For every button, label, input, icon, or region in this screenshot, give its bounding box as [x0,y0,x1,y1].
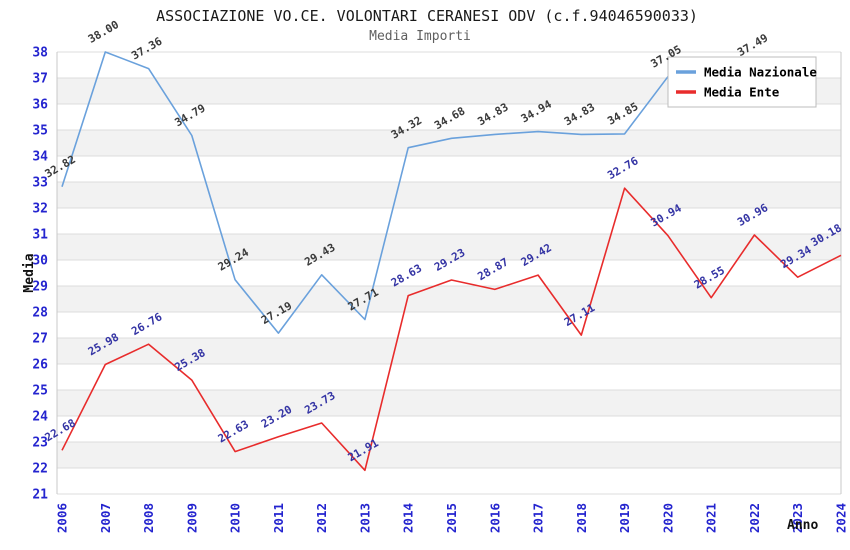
point-label-media-nazionale: 37.49 [735,31,770,59]
point-label-media-nazionale: 34.83 [475,100,510,128]
legend-label-ente: Media Ente [704,85,780,100]
y-tick-label: 34 [32,150,48,165]
x-tick-label: 2016 [487,503,502,533]
x-tick-label: 2009 [184,503,199,533]
y-tick-label: 23 [32,436,48,451]
plot-band [57,286,841,312]
legend-box [667,56,817,108]
legend-item-media-ente[interactable]: Media Ente [676,85,780,100]
y-tick-label: 21 [32,488,48,503]
x-tick-label: 2014 [401,503,416,533]
plot-bands [57,78,841,468]
plot-band [57,182,841,208]
y-axis-title: Media [22,253,37,292]
line-media-nazionale [61,51,755,334]
x-tick-label: 2007 [98,503,113,533]
point-label-media-nazionale: 34.83 [562,100,597,128]
y-axis-tick-labels: 21 22 23 24 25 26 27 28 29 30 31 32 33 34 35 36 37 38 [32,46,48,503]
y-tick-label: 31 [32,228,48,243]
plot-band [57,338,841,364]
point-label-media-nazionale: 38.00 [86,18,121,46]
y-tick-label: 24 [32,410,48,425]
point-label-media-nazionale: 34.79 [172,102,207,130]
x-tick-label: 2022 [747,503,762,533]
y-tick-label: 36 [32,98,48,113]
x-tick-label: 2010 [228,503,243,533]
x-tick-label: 2024 [834,503,849,533]
legend-label-nazionale: Media Nazionale [704,65,817,80]
legend: Media Nazionale Media Ente [667,56,817,108]
y-tick-label: 32 [32,202,48,217]
x-axis-tick-labels: 2006 2007 2008 2009 2010 2011 2012 2013 2014 2015… [55,503,849,533]
y-tick-label: 38 [32,46,48,61]
y-tick-label: 27 [32,332,48,347]
y-tick-label: 29 [32,280,48,295]
line-media-ente [61,187,842,472]
point-label-media-ente: 26.76 [129,310,165,338]
point-label-media-nazionale: 34.68 [432,104,467,132]
x-tick-label: 2018 [574,503,589,533]
x-tick-label: 2023 [790,503,805,533]
x-tick-label: 2019 [617,503,632,533]
point-label-media-nazionale: 37.36 [129,35,165,63]
series-lines [61,51,842,472]
x-tick-label: 2012 [314,503,329,533]
plot-band [57,130,841,156]
chart-title: ASSOCIAZIONE VO.CE. VOLONTARI CERANESI O… [156,7,698,25]
x-tick-label: 2006 [55,503,70,533]
plot-border [56,52,842,494]
plot-band [57,390,841,416]
y-tick-label: 35 [32,124,48,139]
x-tick-label: 2011 [271,503,286,533]
y-tick-label: 22 [32,462,48,477]
point-label-media-ente: 32.76 [605,154,641,182]
y-tick-label: 28 [32,306,48,321]
y-tick-label: 25 [32,384,48,399]
point-label-media-ente: 22.63 [216,418,251,446]
x-axis-title: Anno [787,518,818,533]
x-tick-label: 2013 [357,503,372,533]
y-tick-label: 37 [32,72,48,87]
plot-band [57,442,841,468]
x-tick-label: 2020 [660,503,675,533]
point-label-media-ente: 28.63 [389,262,424,290]
x-tick-label: 2017 [531,503,546,533]
legend-item-media-nazionale[interactable]: Media Nazionale [676,65,817,80]
plot-band [57,234,841,260]
x-tick-label: 2008 [141,503,156,533]
y-tick-label: 30 [32,254,48,269]
y-tick-label: 33 [32,176,48,191]
x-tick-label: 2021 [704,503,719,533]
y-tick-label: 26 [32,358,48,373]
x-tick-label: 2015 [444,503,459,533]
chart-subtitle: Media Importi [369,29,471,44]
